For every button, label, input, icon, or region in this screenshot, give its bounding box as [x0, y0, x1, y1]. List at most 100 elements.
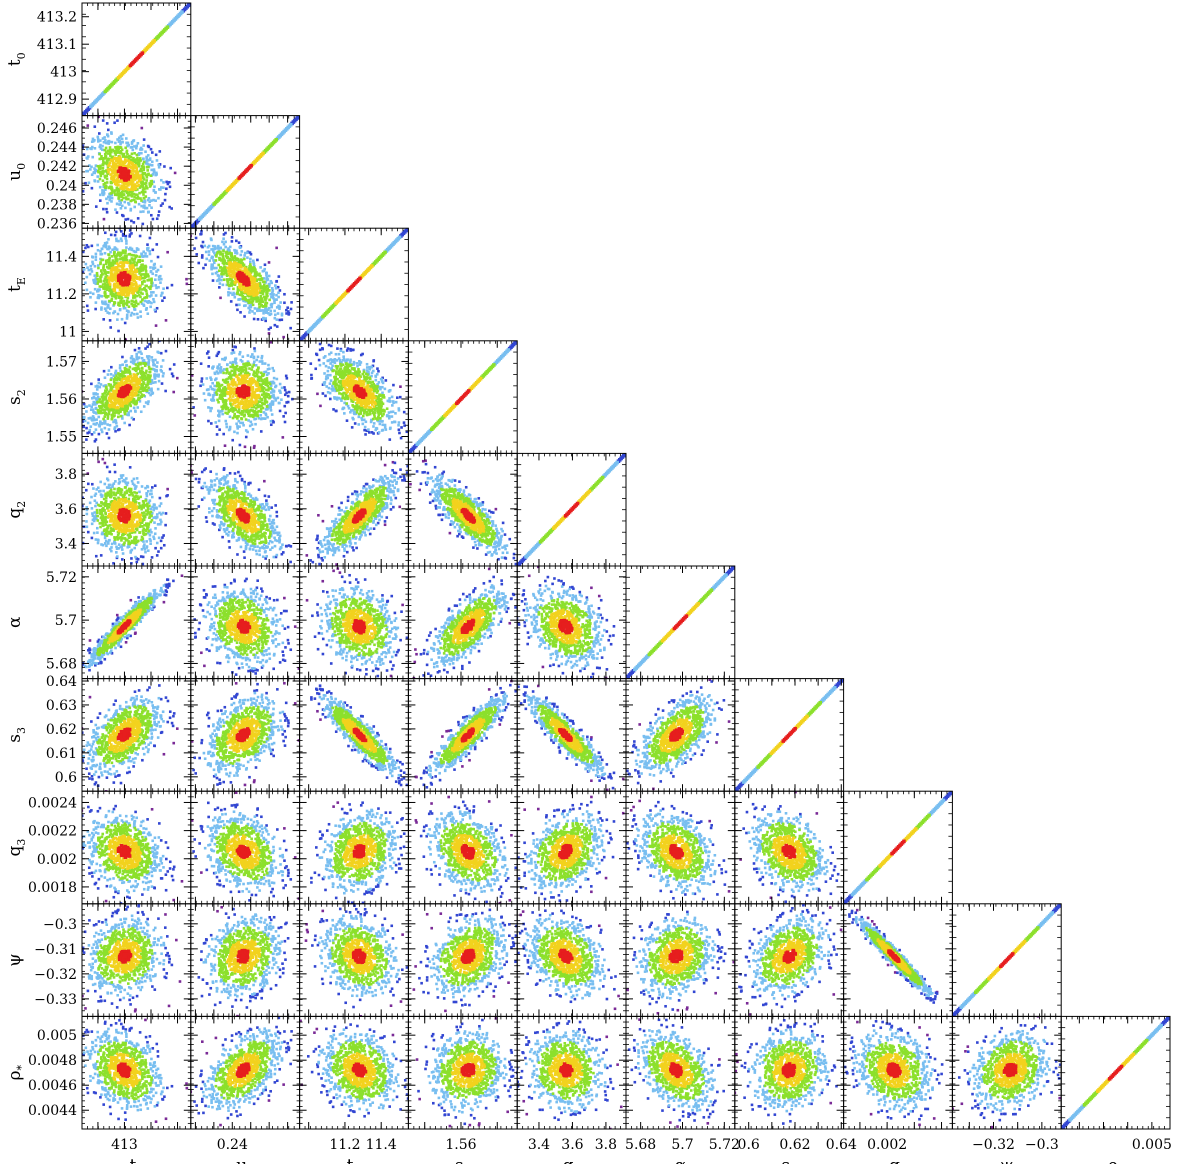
scatter-point [147, 363, 150, 367]
scatter-point [262, 295, 266, 299]
scatter-point [149, 180, 153, 183]
scatter-point [339, 347, 343, 351]
scatter-point [255, 285, 258, 289]
scatter-point [248, 424, 252, 428]
scatter-point [234, 251, 237, 255]
scatter-point [123, 158, 127, 161]
scatter-point [101, 163, 105, 167]
scatter-point [123, 189, 127, 193]
scatter-point [94, 277, 98, 280]
scatter-point [349, 349, 353, 352]
scatter-point [124, 206, 127, 210]
scatter-point [112, 380, 116, 384]
scatter-point [139, 376, 142, 379]
scatter-point [250, 413, 254, 417]
scatter-point [100, 269, 103, 272]
scatter-point [112, 403, 115, 407]
scatter-point [213, 372, 217, 376]
scatter-point [246, 383, 250, 386]
scatter-point [247, 285, 251, 288]
scatter-point [111, 413, 115, 416]
scatter-point [205, 377, 209, 380]
scatter-point [129, 162, 132, 165]
scatter-point [139, 386, 143, 390]
scatter-point [126, 379, 130, 383]
scatter-point [246, 293, 250, 297]
scatter-point [109, 173, 112, 176]
scatter-point [263, 263, 267, 267]
scatter-point [122, 381, 126, 385]
scatter-point [231, 381, 234, 384]
scatter-point [257, 273, 261, 277]
scatter-point [108, 319, 112, 322]
scatter-point [150, 182, 154, 186]
scatter-point [140, 169, 143, 173]
scatter-point [90, 433, 94, 436]
scatter-point [100, 306, 103, 309]
scatter-point [103, 405, 107, 408]
scatter-point [222, 237, 225, 241]
scatter-point [211, 381, 214, 385]
scatter-point [335, 398, 339, 401]
scatter-point [150, 294, 153, 297]
scatter-point [236, 287, 240, 291]
scatter-point [138, 174, 141, 177]
scatter-point [124, 251, 127, 255]
scatter-point [232, 291, 235, 295]
y-tick-label: 11.2 [46, 287, 77, 303]
scatter-point [236, 266, 240, 270]
scatter-point [87, 268, 91, 272]
scatter-point [365, 369, 369, 372]
scatter-point [259, 389, 262, 393]
scatter-point [236, 308, 239, 312]
scatter-point [94, 428, 98, 431]
scatter-point [223, 358, 227, 362]
scatter-point [143, 377, 147, 381]
scatter-point [133, 409, 137, 413]
scatter-point [127, 160, 131, 164]
scatter-point [88, 272, 92, 276]
scatter-point [113, 233, 117, 237]
scatter-point [109, 261, 113, 265]
scatter-point [260, 354, 264, 358]
scatter-point [111, 169, 114, 173]
scatter-point [249, 257, 252, 261]
scatter-point [92, 278, 95, 282]
scatter-point [132, 188, 135, 192]
scatter-point [90, 244, 94, 248]
scatter-point [147, 400, 150, 403]
scatter-point [139, 167, 143, 171]
scatter-point [268, 395, 272, 398]
scatter-point [114, 382, 118, 385]
scatter-point [267, 332, 271, 335]
scatter-point [326, 376, 330, 380]
scatter-point [239, 253, 243, 257]
scatter-point [109, 383, 113, 387]
scatter-point [260, 371, 263, 375]
scatter-point [267, 274, 271, 278]
scatter-point [230, 266, 234, 270]
scatter-point [91, 403, 95, 406]
scatter-point [270, 401, 273, 405]
scatter-point [133, 386, 136, 389]
scatter-point [163, 165, 166, 168]
scatter-point [159, 294, 163, 297]
scatter-point [129, 391, 133, 394]
scatter-point [119, 193, 122, 197]
scatter-point [156, 268, 160, 272]
scatter-point [272, 393, 275, 397]
scatter-point [211, 263, 214, 267]
scatter-point [248, 363, 252, 367]
scatter-point [86, 169, 89, 173]
scatter-point [157, 379, 161, 383]
scatter-point [214, 393, 217, 396]
scatter-point [275, 306, 279, 309]
scatter-point [149, 305, 152, 309]
scatter-point [130, 193, 133, 197]
scatter-point [128, 284, 132, 288]
scatter-point [100, 155, 103, 158]
scatter-point [120, 137, 124, 141]
scatter-point [99, 383, 103, 386]
scatter-point [110, 176, 113, 180]
scatter-point [99, 193, 102, 197]
